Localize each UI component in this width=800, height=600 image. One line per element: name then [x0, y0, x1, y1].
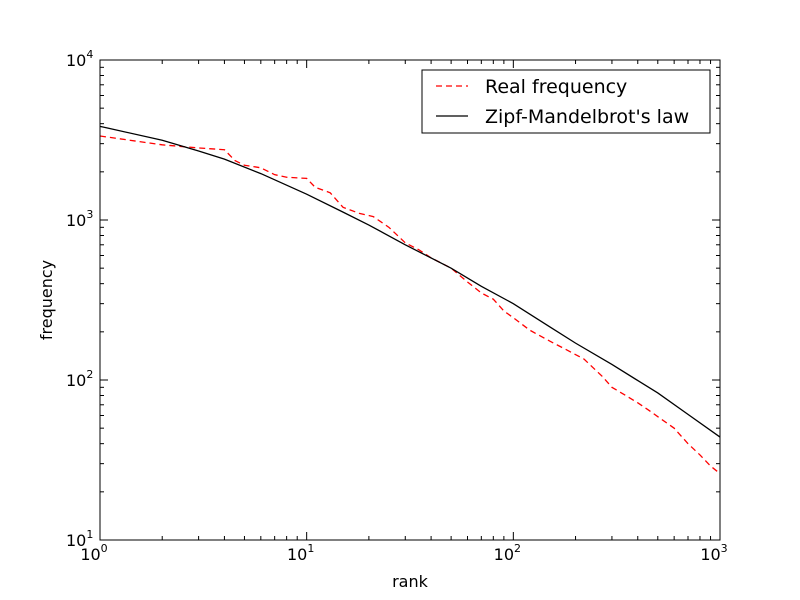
plot-background: [100, 60, 720, 540]
legend-label-2: Zipf-Mandelbrot's law: [485, 106, 689, 128]
y-tick-exponent: 3: [86, 208, 93, 221]
x-tick-label: 102: [494, 542, 521, 564]
legend: Real frequency Zipf-Mandelbrot's law: [421, 69, 711, 134]
series-line-1: [99, 135, 721, 475]
x-tick-exponent: 0: [101, 542, 108, 555]
x-tick-exponent: 1: [307, 542, 314, 555]
y-tick-exponent: 2: [86, 368, 93, 381]
y-axis-label: frequency: [37, 260, 56, 340]
y-tick-label: 102: [66, 368, 93, 390]
y-tick-base: 10: [66, 531, 86, 550]
x-tick-base: 10: [494, 545, 514, 564]
y-tick-exponent: 4: [86, 48, 93, 61]
x-tick-exponent: 3: [721, 542, 728, 555]
x-tick-base: 10: [700, 545, 720, 564]
legend-box: [421, 69, 711, 134]
x-tick-base: 10: [287, 545, 307, 564]
y-tick-label: 103: [66, 208, 93, 230]
y-tick-base: 10: [66, 51, 86, 70]
y-tick-exponent: 1: [86, 528, 93, 541]
y-tick-base: 10: [66, 371, 86, 390]
x-axis-label: rank: [392, 572, 429, 591]
x-tick-exponent: 2: [514, 542, 521, 555]
legend-label-1: Real frequency: [485, 76, 627, 98]
y-tick-base: 10: [66, 211, 86, 230]
plot-border: [99, 59, 721, 541]
plot-area: [100, 60, 720, 540]
x-tick-label: 100: [80, 542, 107, 564]
x-tick-label: 103: [700, 542, 727, 564]
x-tick-label: 101: [287, 542, 314, 564]
x-tick-base: 10: [80, 545, 100, 564]
series-layer: [99, 125, 721, 475]
series-line-2: [99, 125, 721, 438]
y-tick-label: 101: [66, 528, 93, 550]
y-tick-label: 104: [66, 48, 93, 70]
